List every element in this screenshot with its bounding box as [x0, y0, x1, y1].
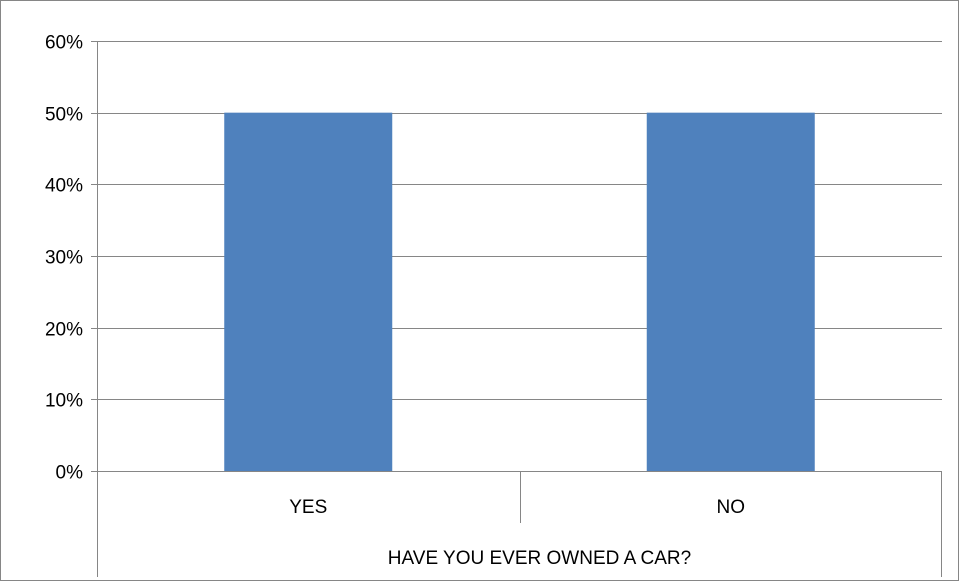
y-tick-label: 50% [45, 105, 83, 126]
bar-yes [224, 112, 393, 472]
y-tick-label: 20% [45, 320, 83, 341]
y-tick-label: 30% [45, 248, 83, 269]
axes [97, 41, 942, 577]
bar-no [646, 112, 815, 472]
y-tick-label: 60% [45, 33, 83, 54]
labels: 0% 10% 20% 30% 40% 50% 60% YES NO [45, 33, 745, 519]
y-tick-label: 10% [45, 391, 83, 412]
y-tick-label: 40% [45, 176, 83, 197]
x-category-label: YES [289, 497, 327, 518]
y-tick-label: 0% [56, 463, 84, 484]
bars [224, 112, 815, 472]
x-category-label: NO [717, 497, 746, 518]
x-axis-title: HAVE YOU EVER OWNED A CAR? [388, 548, 691, 569]
